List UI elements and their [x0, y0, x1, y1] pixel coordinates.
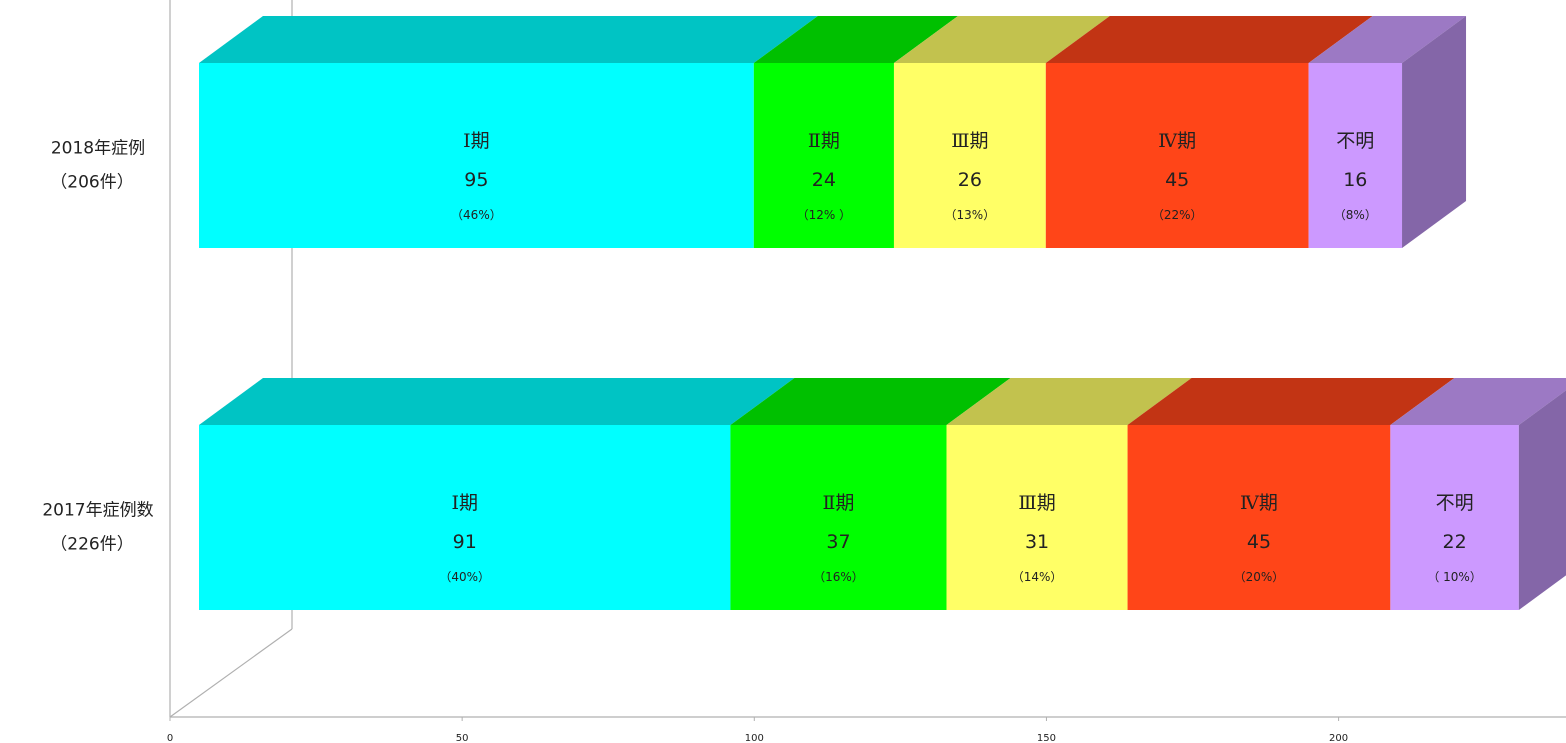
segment-value-label: 95 [464, 169, 488, 191]
category-label: 2018年症例 [51, 139, 145, 159]
segment-value-label: 91 [453, 531, 477, 553]
x-axis-ticks: 0 50 100 150 200 [167, 717, 1348, 743]
category-labels: 2018年症例 （206件） 2017年症例数 （226件） [42, 139, 153, 555]
segment-value-label: 24 [812, 169, 836, 191]
bar-top-face [1308, 16, 1467, 63]
segment-value-label: 26 [958, 169, 982, 191]
segment-value-label: 45 [1247, 531, 1271, 553]
bar-top-face [946, 378, 1192, 425]
segment-percent-label: （22%） [1152, 208, 1203, 222]
segment-value-label: 31 [1025, 531, 1049, 553]
bar-segment [199, 425, 731, 610]
bar-side-face [1402, 16, 1467, 248]
bar-top-face [730, 378, 1011, 425]
segment-labels: Ⅰ期 95 （46%） Ⅱ期 24 （12% ） Ⅲ期 26 （13%） Ⅳ期 45 （22%） 不明 1… [439, 130, 1481, 584]
floor-depth-edge [169, 628, 293, 718]
segment-percent-label: （12% ） [797, 208, 852, 222]
segment-percent-label: （13%） [945, 208, 996, 222]
x-tick-label: 50 [456, 733, 469, 743]
bar-segment [946, 425, 1128, 610]
segment-name-label: Ⅲ期 [951, 130, 988, 152]
category-count-label: （226件） [50, 535, 133, 555]
segment-percent-label: （8%） [1334, 208, 1377, 222]
segment-percent-label: （14%） [1012, 570, 1063, 584]
x-tick-label: 0 [167, 733, 173, 743]
bar-top-face [893, 16, 1110, 63]
segment-value-label: 16 [1343, 169, 1367, 191]
segment-value-label: 37 [826, 531, 850, 553]
bar-segment [893, 63, 1046, 248]
segment-name-label: Ⅰ期 [463, 130, 490, 152]
bar-side-face [1518, 390, 1566, 610]
bar-segment [199, 63, 754, 248]
bar-top-face [753, 16, 958, 63]
x-tick-label: 200 [1329, 733, 1348, 743]
bar-segment [1045, 63, 1309, 248]
segment-name-label: 不明 [1436, 492, 1474, 514]
segment-name-label: Ⅱ期 [808, 130, 840, 152]
segment-value-label: 22 [1443, 531, 1467, 553]
bar-segment [730, 425, 947, 610]
segment-percent-label: （16%） [813, 570, 864, 584]
segment-name-label: Ⅲ期 [1018, 492, 1055, 514]
bar-top-face [1045, 16, 1373, 63]
bars [199, 16, 1566, 610]
segment-name-label: Ⅳ期 [1158, 130, 1196, 152]
segment-percent-label: （ 10%） [1427, 570, 1482, 584]
segment-percent-label: （46%） [451, 208, 502, 222]
bar-top-face [199, 378, 795, 425]
segment-name-label: Ⅱ期 [823, 492, 855, 514]
segment-value-label: 45 [1165, 169, 1189, 191]
segment-name-label: Ⅳ期 [1240, 492, 1278, 514]
segment-percent-label: （20%） [1234, 570, 1285, 584]
bar-top-face [199, 16, 818, 63]
bar-top-face [1127, 378, 1455, 425]
bar-segment [1390, 425, 1519, 610]
bar-segment [1127, 425, 1391, 610]
segment-name-label: Ⅰ期 [451, 492, 478, 514]
category-label: 2017年症例数 [42, 501, 153, 521]
segment-name-label: 不明 [1336, 130, 1374, 152]
bar-top-face [1390, 378, 1566, 425]
category-count-label: （206件） [50, 173, 133, 193]
x-tick-label: 150 [1037, 733, 1056, 743]
bar-segment [1308, 63, 1403, 248]
x-tick-label: 100 [745, 733, 764, 743]
segment-percent-label: （40%） [439, 570, 490, 584]
bar-segment [753, 63, 894, 248]
